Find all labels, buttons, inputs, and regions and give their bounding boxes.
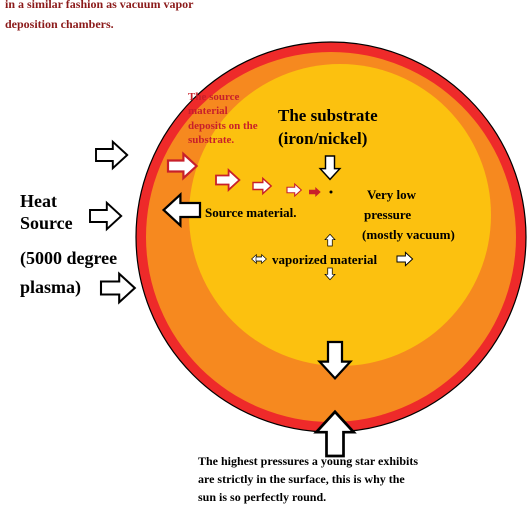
note-line: deposits on the <box>188 120 258 132</box>
label-line: The substrate <box>278 106 378 125</box>
header-line: deposition chambers. <box>5 17 114 31</box>
heat-source-label: Heat Source (5000 degree plasma) <box>20 191 117 298</box>
label-line: (5000 degree <box>20 248 117 269</box>
note-line: material <box>188 105 228 117</box>
label-line: Heat <box>20 191 57 211</box>
label-line: Very low <box>367 187 417 202</box>
footer-line: The highest pressures a young star exhib… <box>198 454 418 468</box>
substrate-label: The substrate (iron/nickel) <box>278 106 378 148</box>
note-line: substrate. <box>188 134 234 146</box>
label-line: plasma) <box>20 277 81 298</box>
source-material-label: Source material. <box>205 205 296 220</box>
note-line: The source <box>188 91 240 103</box>
header: in a similar fashion as vacuum vapor dep… <box>5 0 194 31</box>
arrows <box>89 140 414 458</box>
label-line: (mostly vacuum) <box>362 227 455 242</box>
star-core <box>189 64 491 366</box>
footer-line: are strictly in the surface, this is why… <box>198 472 405 486</box>
deposit-note: The source material deposits on the subs… <box>188 91 258 146</box>
label-line: Source <box>20 213 73 233</box>
footer-line: sun is so perfectly round. <box>198 490 326 504</box>
label-line: (iron/nickel) <box>278 129 367 148</box>
footer: The highest pressures a young star exhib… <box>198 454 418 504</box>
vaporized-label: vaporized material <box>272 252 377 267</box>
pressure-label: Very low pressure (mostly vacuum) <box>362 187 455 242</box>
header-line: in a similar fashion as vacuum vapor <box>5 0 194 11</box>
label-line: pressure <box>364 207 411 222</box>
